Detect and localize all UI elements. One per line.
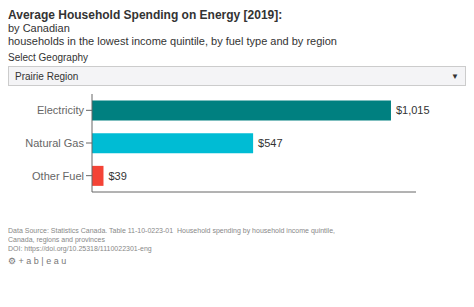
svg-text:Electricity: Electricity — [37, 104, 85, 116]
svg-text:$547: $547 — [258, 137, 282, 149]
html-text:by Canadian households in the: by Canadian households in the lowest inc… — [8, 22, 337, 47]
svg-text:Other Fuel: Other Fuel — [32, 170, 84, 182]
svg-text:$1,015: $1,015 — [396, 104, 430, 116]
svg-text:$39: $39 — [108, 170, 126, 182]
html-text:Select Geography: Select Geography — [8, 52, 89, 63]
html-text:Average Household Spending on: Average Household Spending on Energy [20… — [8, 8, 283, 22]
html-text:Data Source: Statistics Canada: Data Source: Statistics Canada. Table 11… — [8, 227, 335, 252]
html-text:Prairie Region: Prairie Region — [15, 70, 79, 82]
html-text:⚙ + a b | e a u: ⚙ + a b | e a u — [8, 256, 67, 266]
svg-text:Natural Gas: Natural Gas — [25, 137, 84, 149]
